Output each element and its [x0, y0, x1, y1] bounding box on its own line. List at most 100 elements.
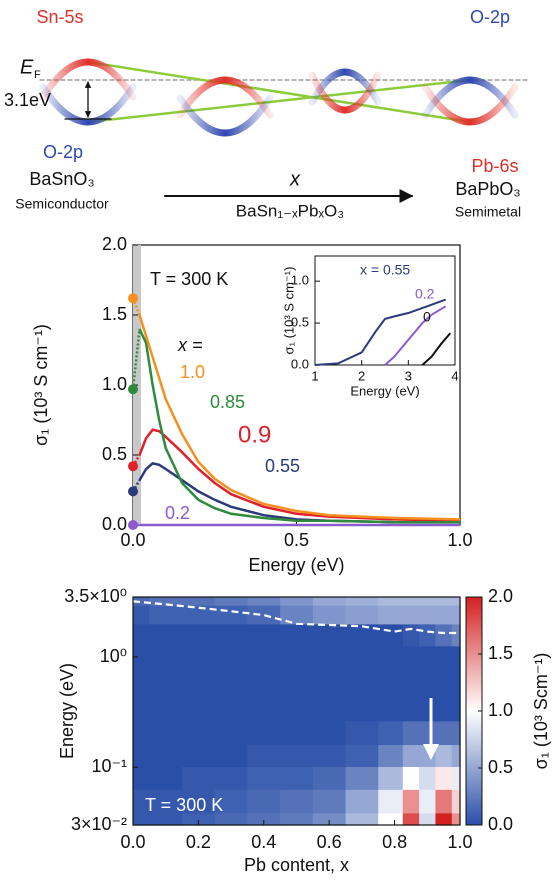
heat-cell: [435, 812, 453, 826]
arrow-head: [423, 744, 439, 760]
dc-point: [128, 293, 138, 304]
heat-cell: [149, 789, 183, 814]
inset-frame: [314, 255, 456, 366]
x-tick-label: 1.0: [447, 530, 472, 550]
heat-cell: [133, 623, 150, 647]
heat-cell: [419, 597, 437, 606]
heat-cell: [149, 623, 183, 647]
band-diagram: [39, 58, 531, 203]
heat-cell: [435, 789, 453, 814]
heat-cell: [149, 694, 183, 722]
y-tick-label: 3.5×10⁰: [64, 586, 127, 606]
dc-point: [128, 384, 138, 395]
colorbar-tick-label: 1.0: [488, 700, 513, 720]
heat-cell: [133, 812, 150, 826]
x-symbol: x: [289, 168, 301, 190]
y-tick-label: 10⁻¹: [91, 756, 127, 776]
heat-cell: [312, 744, 347, 767]
heat-cell: [378, 597, 404, 606]
series-label: x = 0.55: [360, 262, 410, 278]
compound-kind: Semimetal: [455, 204, 521, 220]
series-label: 0.55: [265, 456, 300, 476]
series-label: 0.2: [165, 503, 190, 523]
heat-cell: [133, 605, 150, 625]
heat-cell: [451, 694, 461, 722]
heat-cell: [419, 694, 437, 722]
heat-cell: [312, 605, 347, 625]
heat-cell: [345, 623, 379, 647]
x-axis-label: Energy (eV): [350, 383, 419, 398]
x-tick-label: 3: [405, 368, 412, 383]
band-label: Sn-5s: [36, 7, 83, 27]
x-tick-label: 0.0: [120, 832, 145, 852]
series-label: 0: [423, 309, 431, 325]
heat-cell: [378, 720, 404, 746]
heat-cell: [312, 623, 347, 647]
heat-cell: [182, 597, 216, 606]
heat-cell: [247, 766, 281, 790]
heat-cell: [182, 720, 216, 746]
heat-cell: [345, 744, 379, 767]
heat-cell: [402, 789, 420, 814]
heat-cell: [419, 623, 437, 647]
heat-cell: [345, 597, 379, 606]
heat-cell: [451, 812, 461, 826]
heat-cell: [451, 605, 461, 625]
heat-cell: [451, 623, 461, 647]
heat-cell: [312, 789, 347, 814]
compound: BaSnO₃: [29, 169, 94, 189]
dc-point: [128, 520, 138, 530]
x-tick-label: 0.4: [251, 832, 276, 852]
heat-cell: [435, 669, 453, 695]
heat-cell: [149, 812, 183, 826]
y-tick-label: 10⁰: [100, 646, 127, 666]
heat-cell: [214, 789, 249, 814]
heat-cell: [247, 744, 281, 767]
band-label: O-2p: [470, 7, 510, 27]
heat-cell: [182, 645, 216, 670]
heat-cell: [402, 669, 420, 695]
heat-cell: [419, 645, 437, 670]
heat-cell: [214, 720, 249, 746]
heat-cell: [451, 669, 461, 695]
heat-cell: [402, 694, 420, 722]
heat-cell: [247, 669, 281, 695]
heat-cell: [214, 645, 249, 670]
heat-cell: [280, 694, 314, 722]
heat-cell: [345, 669, 379, 695]
heat-cell: [149, 720, 183, 746]
heat-cell: [312, 645, 347, 670]
heat-cell: [214, 669, 249, 695]
heat-cell: [214, 812, 249, 826]
series-label: 0.85: [210, 392, 245, 412]
series-line: [138, 328, 460, 524]
heat-cell: [435, 720, 453, 746]
heat-cell: [451, 720, 461, 746]
heat-cell: [402, 766, 420, 790]
heat-cell: [280, 597, 314, 606]
colorbar-label: σ₁ (10³ Scm⁻¹): [531, 653, 551, 770]
alloy: BaSn₁₋ₓPbₓO₃: [236, 201, 344, 220]
heat-cell: [214, 694, 249, 722]
band-label: O-2p: [43, 142, 83, 162]
heat-cell: [182, 744, 216, 767]
heat-cell: [247, 694, 281, 722]
heat-cell: [149, 645, 183, 670]
heat-cell: [402, 744, 420, 767]
heat-cell: [280, 645, 314, 670]
heat-cell: [345, 694, 379, 722]
series-label: 1.0: [180, 362, 205, 382]
heat-cell: [182, 669, 216, 695]
heat-cell: [435, 623, 453, 647]
x-tick-label: 0.0: [120, 530, 145, 550]
heat-cell: [435, 597, 453, 606]
heat-cell: [149, 766, 183, 790]
legend-title: x =: [177, 335, 203, 355]
heat-cell: [247, 720, 281, 746]
heat-cell: [378, 645, 404, 670]
heat-cell: [345, 645, 379, 670]
gap-label: 3.1eV: [4, 90, 51, 110]
heat-cell: [345, 812, 379, 826]
heat-cell: [378, 766, 404, 790]
heat-cell: [214, 623, 249, 647]
